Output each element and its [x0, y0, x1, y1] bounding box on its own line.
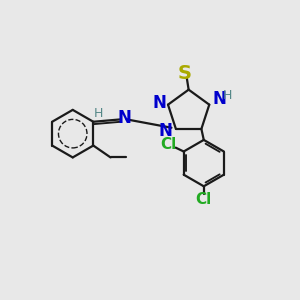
Text: N: N	[158, 122, 172, 140]
Text: N: N	[213, 90, 226, 108]
Text: Cl: Cl	[161, 137, 177, 152]
Text: N: N	[152, 94, 166, 112]
Text: H: H	[222, 89, 232, 102]
Text: Cl: Cl	[196, 192, 212, 207]
Text: S: S	[178, 64, 192, 83]
Text: H: H	[93, 107, 103, 120]
Text: N: N	[118, 109, 131, 127]
